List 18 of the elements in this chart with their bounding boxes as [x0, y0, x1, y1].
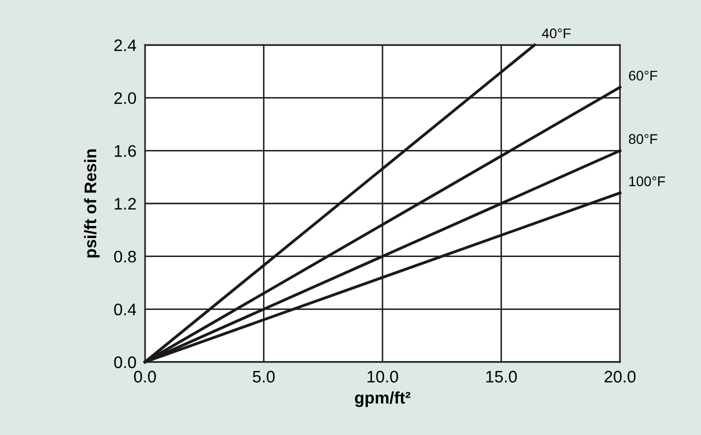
x-tick-label: 5.0: [252, 370, 275, 383]
x-tick-label: 0.0: [134, 370, 156, 383]
y-tick-label: 2.0: [114, 92, 136, 104]
y-tick-label: 2.4: [114, 39, 136, 52]
x-axis-title: gpm/ft²: [354, 391, 410, 408]
y-tick-label: 0.8: [114, 250, 136, 263]
y-tick-label: 1.2: [114, 198, 136, 210]
x-tick-label: 20.0: [604, 370, 636, 383]
y-tick-label: 1.6: [114, 145, 136, 157]
x-tick-label: 10.0: [368, 370, 398, 383]
series-label: 40°F: [542, 28, 571, 38]
series-label: 80°F: [628, 134, 658, 144]
y-tick-label: 0.4: [114, 304, 136, 316]
y-axis-title: psi/ft of Resin: [84, 149, 100, 258]
series-label: 100°F: [629, 176, 665, 186]
x-tick-label: 15.0: [486, 370, 517, 383]
y-tick-label: 0.0: [114, 356, 136, 368]
series-label: 60°F: [629, 70, 658, 81]
